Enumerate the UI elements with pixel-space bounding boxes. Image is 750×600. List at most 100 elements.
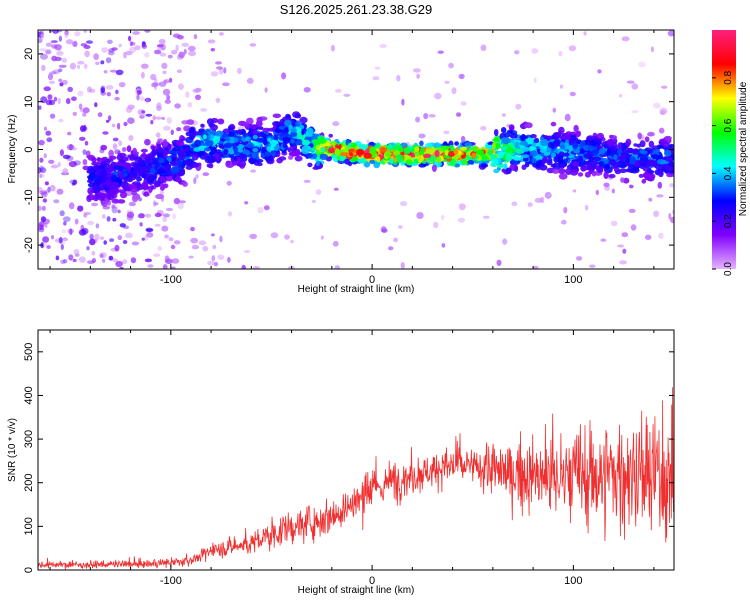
spectrogram-ridge-cell [657,181,663,189]
spectrogram-noise-cell [94,102,98,108]
spectrogram-ridge-cell [603,182,610,188]
spectrogram-noise-cell [263,205,270,211]
spectrogram-noise-cell [418,133,426,139]
spectrogram-ridge-cell [493,168,500,174]
spectrogram-ridge-cell [122,168,128,174]
spectrogram-noise-cell [155,132,161,138]
spectrogram-ridge-cell [577,155,584,163]
spectrogram-ridge-cell [668,162,674,167]
spectrogram-noise-cell [83,126,88,131]
spectrogram-noise-cell [45,42,53,47]
spectrogram-ridge-cell [175,140,185,147]
spectrogram-ridge-cell [340,152,348,157]
spectrogram-ridge-cell [614,170,621,175]
spectrogram-ridge-cell [573,148,581,154]
spectrogram-ridge-cell [647,170,655,174]
spectrogram-ridge-cell [117,189,127,194]
spectrogram-noise-cell [177,202,184,210]
spectrogram-ridge-cell [418,163,427,168]
spectrogram-noise-cell [619,260,627,265]
spectrogram-ridge-cell [145,155,153,161]
spectrogram-ridge-cell [520,133,526,142]
spectrogram-ridge-cell [357,158,367,163]
spectrogram-noise-cell [115,69,124,76]
spectrogram-ridge-cell [233,146,240,154]
spectrogram-ridge-cell [98,165,106,170]
spectrogram-noise-cell [540,196,545,204]
spectrogram-ridge-cell [405,159,413,166]
spectrogram-ridge-cell [519,141,528,146]
spectrogram-noise-cell [40,191,48,198]
spectrogram-ridge-cell [94,178,101,183]
spectrogram-ridge-cell [355,148,365,156]
spectrogram-ridge-cell [403,147,411,155]
spectrogram-ridge-cell [256,162,263,167]
spectrogram-ridge-cell [557,159,565,165]
spectrogram-y-label: Frequency (Hz) [7,115,18,184]
spectrogram-ridge-cell [162,140,169,148]
spectrogram-ridge-cell [228,132,234,137]
spectrogram-noise-cell [226,180,232,186]
spectrogram-noise-cell [249,233,258,240]
spectrogram-ridge-cell [133,163,138,168]
spectrogram-ridge-cell [282,137,291,144]
spectrogram-ridge-cell [178,153,186,161]
spectrogram-ridge-cell [172,146,181,152]
spectrogram-ridge-cell [148,162,153,167]
spectrogram-noise-cell [144,52,150,58]
spectrogram-ridge-cell [123,172,128,177]
spectrogram-noise-cell [87,86,92,93]
spectrogram-noise-cell [589,264,596,268]
spectrogram-noise-cell [669,183,674,188]
spectrogram-noise-cell [93,53,99,61]
spectrogram-ridge-cell [620,151,628,159]
spectrogram-ridge-cell [191,153,199,161]
spectrogram-ridge-cell [543,152,551,156]
spectrogram-noise-cell [527,202,533,207]
spectrogram-noise-cell [170,244,176,250]
spectrogram-ridge-cell [150,167,156,175]
spectrogram-ridge-cell [307,162,313,168]
spectrogram-noise-cell [117,235,123,241]
spectrogram-noise-cell [126,211,135,219]
spectrogram-noise-cell [441,243,446,248]
spectrogram-noise-cell [563,206,568,214]
spectrogram-ridge [86,111,674,207]
spectrogram-ridge-cell [476,159,483,164]
spectrogram-noise-cell [631,83,639,90]
spectrogram-noise-cell [108,255,114,261]
spectrogram-noise-cell [111,47,118,51]
spectrogram-noise-cell [101,214,106,219]
snr-ytick-label: 100 [23,517,35,535]
spectrogram-noise-cell [458,203,466,211]
spectrogram-ridge-cell [317,138,327,144]
spectrogram-noise-cell [444,80,450,85]
spectrogram-ridge-cell [156,168,166,174]
spectrogram-noise-cell [62,258,68,264]
spectrogram-noise-cell [112,137,119,142]
spectrogram-ridge-cell [185,165,193,170]
spectrogram-ridge-cell [91,161,99,166]
spectrogram-noise-cell [159,190,164,196]
spectrogram-noise-cell [202,172,210,177]
spectrogram-ridge-cell [400,160,405,166]
spectrogram-ridge-cell [176,127,182,132]
spectrogram-noise-cell [333,187,339,191]
spectrogram-ridge-cell [422,153,432,158]
spectrogram-noise-cell [128,35,132,42]
spectrogram-ridge-cell [279,132,289,138]
spectrogram-noise-cell [106,216,111,222]
spectrogram-noise-cell [399,201,408,207]
spectrogram-noise-cell [51,44,58,49]
spectrogram-noise-cell [144,97,152,103]
spectrogram-ridge-cell [117,152,127,158]
spectrogram-ridge-cell [530,134,537,139]
spectrogram-noise-cell [131,241,140,246]
spectrogram-noise-cell [162,216,167,222]
spectrogram-noise-cell [65,98,71,105]
spectrogram-ridge-cell [132,172,138,179]
spectrogram-noise-cell [99,236,105,240]
spectrogram-ridge-cell [232,160,238,166]
spectrogram-ridge-cell [588,163,597,171]
spectrogram-noise-cell [48,159,55,164]
